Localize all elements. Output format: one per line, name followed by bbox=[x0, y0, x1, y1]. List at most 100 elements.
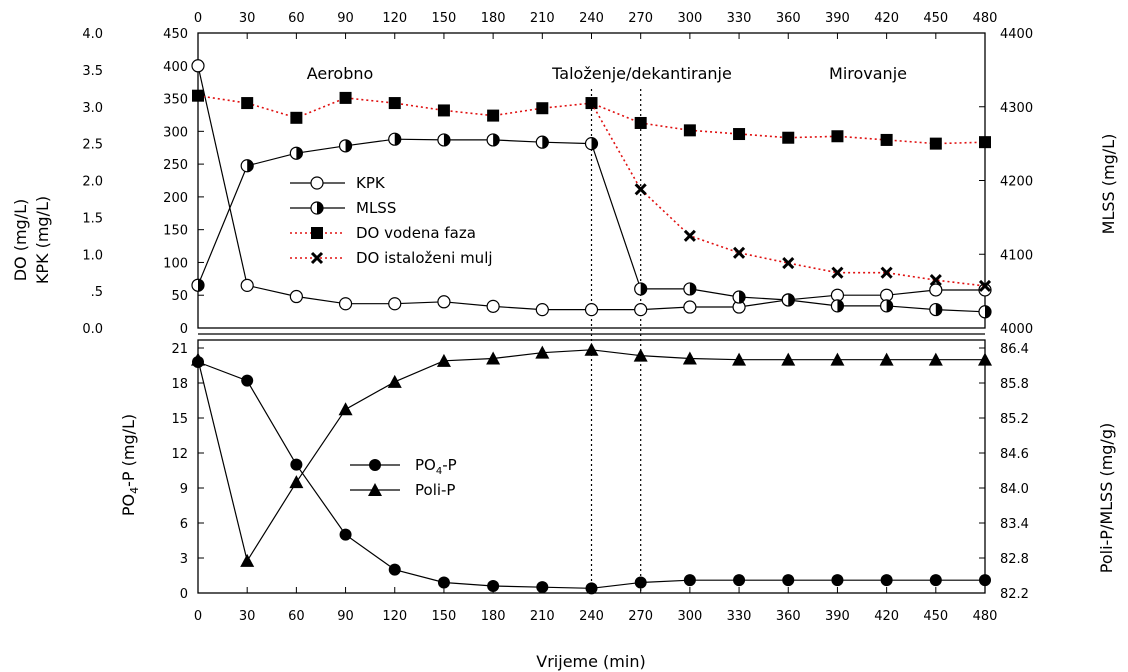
polip-tick-label: 84.0 bbox=[1000, 482, 1029, 497]
x-tick-label-bottom: 480 bbox=[973, 609, 998, 624]
polip-tick-label: 85.8 bbox=[1000, 377, 1029, 392]
top-series-1-point-0 bbox=[191, 278, 205, 292]
kpk-tick-label: 200 bbox=[163, 191, 188, 206]
bottom-series-0-point-14 bbox=[880, 574, 893, 587]
po4-tick-label: 12 bbox=[171, 447, 188, 462]
top-series-0-point-4 bbox=[388, 297, 402, 311]
y-axis-label-po4: PO4-P (mg/L) bbox=[119, 414, 141, 516]
x-tick-label-top: 360 bbox=[776, 11, 801, 26]
po4-tick-label: 15 bbox=[171, 412, 188, 427]
x-tick-label-top: 330 bbox=[727, 11, 752, 26]
po4-label-main: PO bbox=[119, 494, 138, 516]
bottom-series-0-point-15 bbox=[929, 574, 942, 587]
do-tick-label: 1.5 bbox=[82, 211, 103, 226]
top-series-3-point-0 bbox=[585, 97, 598, 110]
bottom-series-0-point-11 bbox=[733, 574, 746, 587]
do-tick-label: 3.5 bbox=[82, 64, 103, 79]
legend-top: KPK MLSS DO vodena faza DO istaloženi mu… bbox=[290, 174, 493, 267]
po4-label-sub: 4 bbox=[128, 487, 141, 494]
bottom-series-0-point-12 bbox=[782, 574, 795, 587]
top-series-0-point-5 bbox=[437, 295, 451, 309]
top-series-3-point-6 bbox=[880, 266, 893, 279]
mlss-tick-label: 4000 bbox=[1000, 322, 1033, 337]
legend-label-kpk: KPK bbox=[356, 174, 386, 192]
bottom-series-0-point-2 bbox=[290, 458, 303, 471]
legend-po4-main: PO bbox=[415, 456, 436, 474]
x-tick-label-bottom: 180 bbox=[481, 609, 506, 624]
top-series-1-point-13 bbox=[830, 299, 845, 313]
bottom-series-1-point-2 bbox=[289, 475, 304, 489]
po4-tick-label: 9 bbox=[180, 482, 188, 497]
phase-label-aerobno: Aerobno bbox=[307, 64, 374, 83]
polip-tick-label: 86.4 bbox=[1000, 342, 1029, 357]
legend-label-do-vodena: DO vodena faza bbox=[356, 224, 476, 242]
y-axis-label-polip: Poli-P/MLSS (mg/g) bbox=[1097, 423, 1116, 573]
top-series-1-point-5 bbox=[437, 133, 451, 147]
top-series-0-point-10 bbox=[683, 300, 697, 314]
x-tick-label-bottom: 420 bbox=[874, 609, 899, 624]
series-layer bbox=[191, 59, 992, 595]
kpk-tick-label: 400 bbox=[163, 60, 188, 75]
legend-label-polip: Poli-P bbox=[415, 481, 455, 499]
bottom-series-0-point-10 bbox=[683, 574, 696, 587]
do-tick-label: 3.0 bbox=[82, 101, 103, 116]
top-series-2-point-11 bbox=[733, 128, 746, 141]
top-series-2-point-4 bbox=[388, 97, 401, 110]
top-series-3-line bbox=[590, 102, 986, 287]
top-series-2-point-0 bbox=[192, 89, 204, 102]
bottom-series-1-point-3 bbox=[338, 402, 353, 416]
top-series-2-point-6 bbox=[487, 109, 500, 122]
polip-tick-label: 82.2 bbox=[1000, 587, 1029, 602]
mlss-tick-label: 4100 bbox=[1000, 248, 1033, 263]
top-series-3-point-4 bbox=[782, 257, 795, 270]
po4-tick-label: 21 bbox=[171, 342, 188, 357]
top-series-0-point-9 bbox=[634, 303, 648, 317]
x-axis-label: Vrijeme (min) bbox=[536, 652, 645, 671]
x-tick-label-top: 90 bbox=[337, 11, 354, 26]
top-series-0-point-2 bbox=[289, 289, 303, 304]
do-tick-label: 1.0 bbox=[82, 248, 103, 263]
x-tick-label-top: 30 bbox=[239, 11, 256, 26]
kpk-tick-label: 50 bbox=[171, 289, 188, 304]
top-series-0-point-8 bbox=[584, 303, 599, 317]
x-tick-label-top: 120 bbox=[382, 11, 407, 26]
top-series-2-point-10 bbox=[683, 124, 696, 137]
top-series-1-point-11 bbox=[732, 290, 746, 304]
top-series-1-point-14 bbox=[880, 299, 894, 313]
po4-tick-label: 18 bbox=[171, 377, 188, 392]
top-series-0-point-0 bbox=[191, 59, 205, 73]
top-series-3-point-2 bbox=[683, 229, 696, 242]
x-tick-label-top: 210 bbox=[530, 11, 555, 26]
x-tick-label-bottom: 0 bbox=[194, 609, 202, 624]
top-series-2-point-16 bbox=[979, 136, 991, 149]
top-series-1-point-2 bbox=[289, 146, 303, 160]
polip-tick-label: 83.4 bbox=[1000, 517, 1029, 532]
x-tick-label-bottom: 390 bbox=[825, 609, 850, 624]
x-tick-label-bottom: 450 bbox=[923, 609, 948, 624]
po4-tick-label: 6 bbox=[180, 517, 188, 532]
top-series-0-point-7 bbox=[535, 303, 549, 317]
bottom-series-0-point-4 bbox=[388, 563, 401, 576]
x-tick-label-top: 270 bbox=[628, 11, 653, 26]
top-series-1-point-8 bbox=[584, 137, 599, 151]
y-axis-label-kpk: KPK (mg/L) bbox=[33, 196, 52, 284]
top-series-3-point-5 bbox=[831, 266, 844, 279]
kpk-tick-label: 450 bbox=[163, 27, 188, 42]
top-series-2-point-7 bbox=[536, 102, 549, 115]
kpk-tick-label: 300 bbox=[163, 125, 188, 140]
bottom-series-1-point-1 bbox=[240, 553, 255, 567]
kpk-tick-label: 250 bbox=[163, 158, 188, 173]
legend-bottom: PO4-P Poli-P bbox=[350, 456, 457, 499]
bottom-series-1-point-6 bbox=[486, 351, 501, 365]
x-tick-label-bottom: 330 bbox=[727, 609, 752, 624]
bottom-series-1-point-12 bbox=[781, 352, 796, 366]
top-series-1-point-16 bbox=[978, 305, 992, 319]
po4-tick-label: 3 bbox=[180, 552, 188, 567]
phase-label-talozenje: Taloženje/dekantiranje bbox=[551, 64, 732, 83]
top-series-0-point-6 bbox=[486, 299, 500, 313]
legend-item-polip: Poli-P bbox=[350, 481, 455, 499]
bottom-series-0-point-8 bbox=[585, 582, 598, 595]
legend-item-mlss: MLSS bbox=[290, 199, 396, 217]
top-series-1-point-3 bbox=[338, 139, 353, 153]
